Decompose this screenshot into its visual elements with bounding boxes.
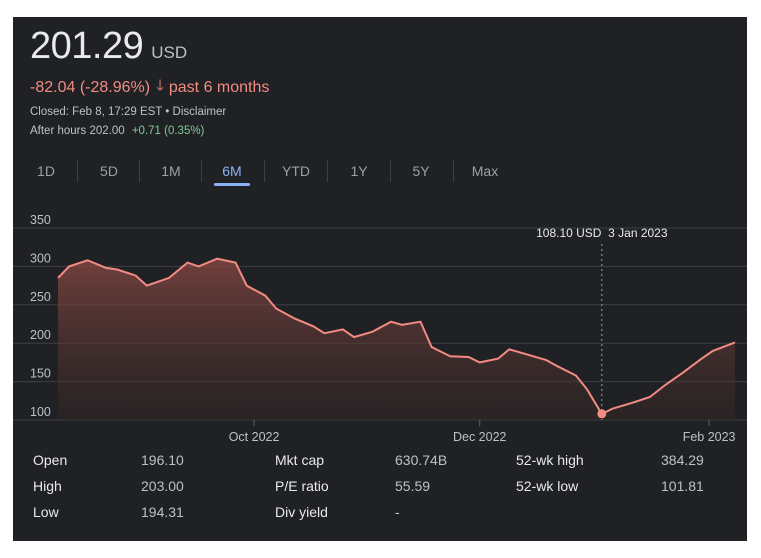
price-row: 201.29 USD [30, 25, 187, 68]
x-tick-label: Feb 2023 [683, 430, 736, 442]
y-tick-label: 250 [30, 290, 51, 304]
hover-cursor-dot [597, 409, 607, 419]
tab-divider [327, 160, 328, 182]
tab-1d[interactable]: 1D [37, 163, 55, 179]
currency-label: USD [151, 43, 188, 62]
stat-value: 384.29 [661, 452, 704, 468]
stat-value: 101.81 [661, 478, 704, 494]
tab-divider [453, 160, 454, 182]
tab-1m[interactable]: 1M [161, 163, 181, 179]
stat-value: 203.00 [141, 478, 184, 494]
y-tick-label: 100 [30, 405, 51, 419]
tab-5d[interactable]: 5D [100, 163, 118, 179]
tab-divider [77, 160, 78, 182]
tab-divider [139, 160, 140, 182]
stat-value: 194.31 [141, 504, 184, 520]
stat-label: 52-wk high [516, 452, 584, 468]
stat-value: 196.10 [141, 452, 184, 468]
stat-label: Div yield [275, 504, 328, 520]
stock-card: 201.29 USD -82.04 (-28.96%) 🡓 past 6 mon… [13, 17, 747, 541]
price-change: -82.04 (-28.96%) [30, 78, 151, 96]
tab-ytd[interactable]: YTD [282, 163, 310, 179]
tab-divider [264, 160, 265, 182]
hover-tooltip: 108.10 USD 3 Jan 2023 [536, 226, 668, 240]
stat-label: Mkt cap [275, 452, 325, 468]
stat-label: P/E ratio [275, 478, 329, 494]
tab-5y[interactable]: 5Y [412, 163, 430, 179]
after-hours-row: After hours 202.00 +0.71 (0.35%) [30, 125, 204, 137]
tab-1y[interactable]: 1Y [350, 163, 368, 179]
market-status[interactable]: Closed: Feb 8, 17:29 EST • Disclaimer [30, 106, 227, 118]
stat-value: 630.74B [395, 452, 448, 468]
stat-label: Low [33, 504, 59, 520]
y-tick-label: 350 [30, 213, 51, 227]
stat-label: Open [33, 452, 68, 468]
price-area-fill [58, 258, 735, 420]
change-period: past 6 months [168, 78, 270, 96]
after-hours-change: +0.71 (0.35%) [131, 125, 205, 137]
arrow-down-icon: 🡓 [156, 77, 164, 94]
stat-value: - [395, 504, 400, 520]
price-chart[interactable]: 100 150 200 250 300 350 108.10 USD 3 Jan 2023… [13, 212, 747, 442]
x-tick-label: Dec 2022 [453, 430, 507, 442]
price-line [57, 257, 736, 416]
x-tick-label: Oct 2022 [229, 430, 280, 442]
stat-value: 55.59 [395, 478, 431, 494]
stat-label: 52-wk low [516, 478, 579, 494]
y-tick-label: 300 [30, 251, 51, 265]
tab-6m[interactable]: 6M [222, 163, 242, 179]
y-tick-label: 200 [30, 328, 51, 342]
stat-label: High [33, 478, 62, 494]
tab-max[interactable]: Max [471, 163, 499, 179]
tab-divider [201, 160, 202, 182]
current-price: 201.29 [30, 25, 144, 67]
tab-divider [390, 160, 391, 182]
after-hours-price: After hours 202.00 [30, 125, 125, 137]
active-tab-indicator [214, 183, 250, 186]
y-tick-label: 150 [30, 367, 51, 381]
price-change-row: -82.04 (-28.96%) 🡓 past 6 months [30, 75, 269, 100]
